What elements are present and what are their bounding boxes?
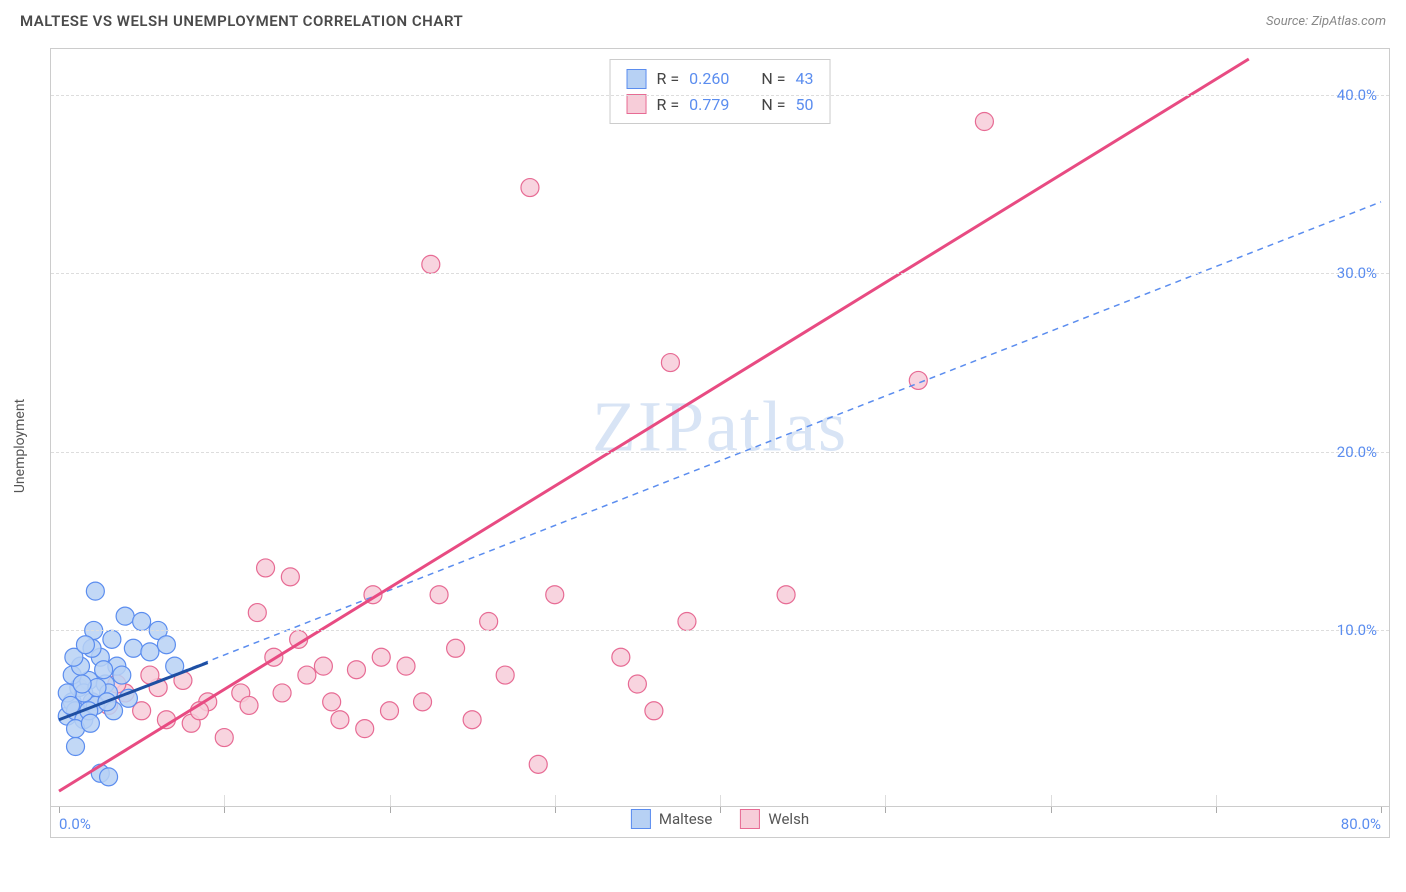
data-point-maltese [95, 661, 113, 679]
y-tick-label: 20.0% [1337, 443, 1377, 461]
data-point-welsh [661, 354, 679, 372]
x-tick-mark [555, 807, 556, 813]
x-tick-mark [720, 807, 721, 813]
data-point-welsh [331, 711, 349, 729]
source-name: ZipAtlas.com [1311, 14, 1386, 29]
swatch-welsh [627, 94, 647, 114]
n-value-maltese: 43 [795, 66, 813, 92]
x-axis-line [51, 806, 1389, 807]
data-point-maltese [141, 643, 159, 661]
legend-item-maltese: Maltese [631, 809, 712, 829]
data-point-maltese [113, 666, 131, 684]
x-tick-mark [59, 807, 60, 813]
data-point-welsh [777, 586, 795, 604]
data-point-maltese [86, 582, 104, 600]
data-point-welsh [422, 255, 440, 273]
x-tick-mark [1216, 807, 1217, 813]
data-point-maltese [103, 630, 121, 648]
data-point-welsh [678, 613, 696, 631]
legend-label-welsh: Welsh [768, 810, 809, 828]
data-point-welsh [347, 661, 365, 679]
data-point-welsh [372, 648, 390, 666]
data-point-maltese [73, 675, 91, 693]
data-point-welsh [496, 666, 514, 684]
data-point-welsh [546, 586, 564, 604]
data-point-welsh [463, 711, 481, 729]
data-point-welsh [298, 666, 316, 684]
data-point-welsh [397, 657, 415, 675]
chart-plot-area: ZIPatlas R = 0.260 N = 43 R = 0.779 N = … [50, 48, 1390, 838]
y-tick-label: 10.0% [1337, 621, 1377, 639]
data-point-welsh [273, 684, 291, 702]
data-point-welsh [414, 693, 432, 711]
x-tick-label: 0.0% [59, 815, 91, 833]
data-point-maltese [124, 639, 142, 657]
swatch-maltese [627, 69, 647, 89]
y-tick-label: 30.0% [1337, 264, 1377, 282]
r-value-maltese: 0.260 [689, 66, 729, 92]
data-point-welsh [447, 639, 465, 657]
data-point-welsh [612, 648, 630, 666]
source-attribution: Source: ZipAtlas.com [1266, 14, 1386, 29]
n-label: N = [761, 66, 785, 92]
data-point-welsh [529, 755, 547, 773]
gridline-horizontal [51, 95, 1389, 96]
data-point-welsh [281, 568, 299, 586]
data-point-maltese [100, 768, 118, 786]
trend-line [59, 202, 1381, 720]
x-tick-mark [1051, 807, 1052, 813]
chart-header: MALTESE VS WELSH UNEMPLOYMENT CORRELATIO… [0, 0, 1406, 38]
scatter-svg [51, 49, 1389, 837]
data-point-welsh [521, 179, 539, 197]
data-point-welsh [248, 604, 266, 622]
data-point-maltese [157, 636, 175, 654]
r-label: R = [657, 66, 680, 92]
stats-row-maltese: R = 0.260 N = 43 [627, 66, 814, 92]
legend-swatch-maltese [631, 809, 651, 829]
data-point-welsh [975, 113, 993, 131]
legend-label-maltese: Maltese [659, 810, 712, 828]
data-point-welsh [240, 696, 258, 714]
gridline-horizontal [51, 630, 1389, 631]
x-tick-mark [224, 807, 225, 813]
x-tick-mark [390, 807, 391, 813]
source-prefix: Source: [1266, 14, 1311, 29]
data-point-welsh [628, 675, 646, 693]
data-point-welsh [314, 657, 332, 675]
gridline-horizontal [51, 273, 1389, 274]
data-point-maltese [81, 714, 99, 732]
data-point-maltese [133, 613, 151, 631]
y-tick-label: 40.0% [1337, 86, 1377, 104]
data-point-welsh [381, 702, 399, 720]
chart-title: MALTESE VS WELSH UNEMPLOYMENT CORRELATIO… [20, 12, 463, 30]
legend-swatch-welsh [740, 809, 760, 829]
trend-line [59, 59, 1249, 791]
correlation-stats-box: R = 0.260 N = 43 R = 0.779 N = 50 [610, 59, 831, 124]
data-point-welsh [215, 729, 233, 747]
x-tick-label: 80.0% [1341, 815, 1381, 833]
data-point-maltese [67, 738, 85, 756]
data-point-welsh [645, 702, 663, 720]
data-point-maltese [76, 636, 94, 654]
data-point-maltese [116, 607, 134, 625]
y-axis-label: Unemployment [12, 399, 28, 493]
data-point-welsh [257, 559, 275, 577]
data-point-welsh [356, 720, 374, 738]
data-point-welsh [430, 586, 448, 604]
data-point-welsh [480, 613, 498, 631]
gridline-horizontal [51, 452, 1389, 453]
x-tick-mark [1381, 807, 1382, 813]
data-point-welsh [323, 693, 341, 711]
legend-item-welsh: Welsh [740, 809, 809, 829]
x-tick-mark [885, 807, 886, 813]
